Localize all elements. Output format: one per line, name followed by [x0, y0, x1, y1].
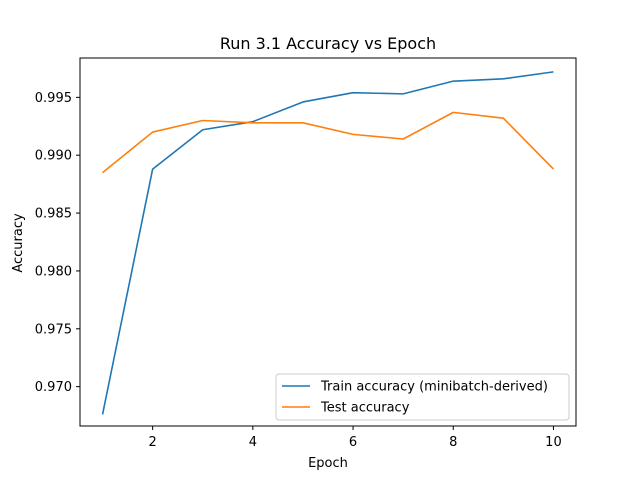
y-axis-label: Accuracy [11, 213, 26, 273]
x-axis-ticks: 2 4 6 8 10 [149, 426, 562, 450]
x-tick-label: 2 [149, 435, 157, 450]
chart-title: Run 3.1 Accuracy vs Epoch [220, 34, 436, 53]
legend-label-1: Train accuracy (minibatch-derived) [320, 380, 548, 395]
y-tick-label: 0.995 [35, 91, 72, 106]
y-tick-label: 0.970 [35, 380, 72, 395]
y-tick-label: 0.985 [35, 207, 72, 222]
x-tick-label: 8 [449, 435, 457, 450]
y-tick-label: 0.975 [35, 322, 72, 337]
x-tick-label: 4 [249, 435, 257, 450]
plot-lines [101, 71, 555, 415]
y-axis-ticks: 0.970 0.975 0.980 0.985 0.990 0.995 [35, 91, 80, 395]
y-tick-label: 0.990 [35, 149, 72, 164]
series-line-2 [102, 111, 555, 174]
legend: Train accuracy (minibatch-derived) Test a… [275, 373, 570, 421]
series-line-1 [101, 71, 554, 415]
legend-box [275, 373, 570, 421]
legend-label-2: Test accuracy [320, 401, 410, 416]
plot-frame [79, 57, 577, 427]
x-tick-label: 10 [545, 435, 562, 450]
y-tick-label: 0.980 [35, 264, 72, 279]
x-axis-label: Epoch [308, 456, 348, 471]
x-tick-label: 6 [349, 435, 357, 450]
